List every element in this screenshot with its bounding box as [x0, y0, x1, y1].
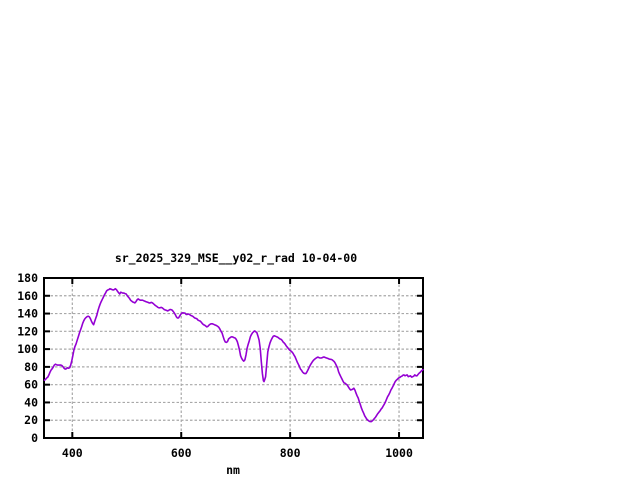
x-tick-label: 400 — [62, 446, 83, 460]
chart-title: sr_2025_329_MSE__y02_r_rad 10-04-00 — [115, 251, 357, 266]
x-axis-label: nm — [226, 463, 240, 477]
x-tick-label: 800 — [280, 446, 301, 460]
x-tick-label: 1000 — [385, 446, 413, 460]
y-tick-label: 60 — [24, 378, 38, 392]
y-tick-label: 20 — [24, 413, 38, 427]
y-tick-label: 120 — [17, 324, 38, 338]
plot-frame — [43, 277, 424, 439]
grid-lines — [46, 280, 422, 437]
y-tick-label: 0 — [31, 431, 38, 445]
y-tick-label: 100 — [17, 342, 38, 356]
y-tick-label: 80 — [24, 360, 38, 374]
x-tick-label: 600 — [171, 446, 192, 460]
spectrum-line — [43, 287, 424, 423]
axis-labels: 0 20 40 60 80 100 120 140 160 180 400 600 800 1000 — [17, 271, 413, 460]
y-tick-label: 160 — [17, 289, 38, 303]
y-tick-label: 40 — [24, 395, 38, 409]
y-tick-label: 180 — [17, 271, 38, 285]
y-tick-label: 140 — [17, 307, 38, 321]
